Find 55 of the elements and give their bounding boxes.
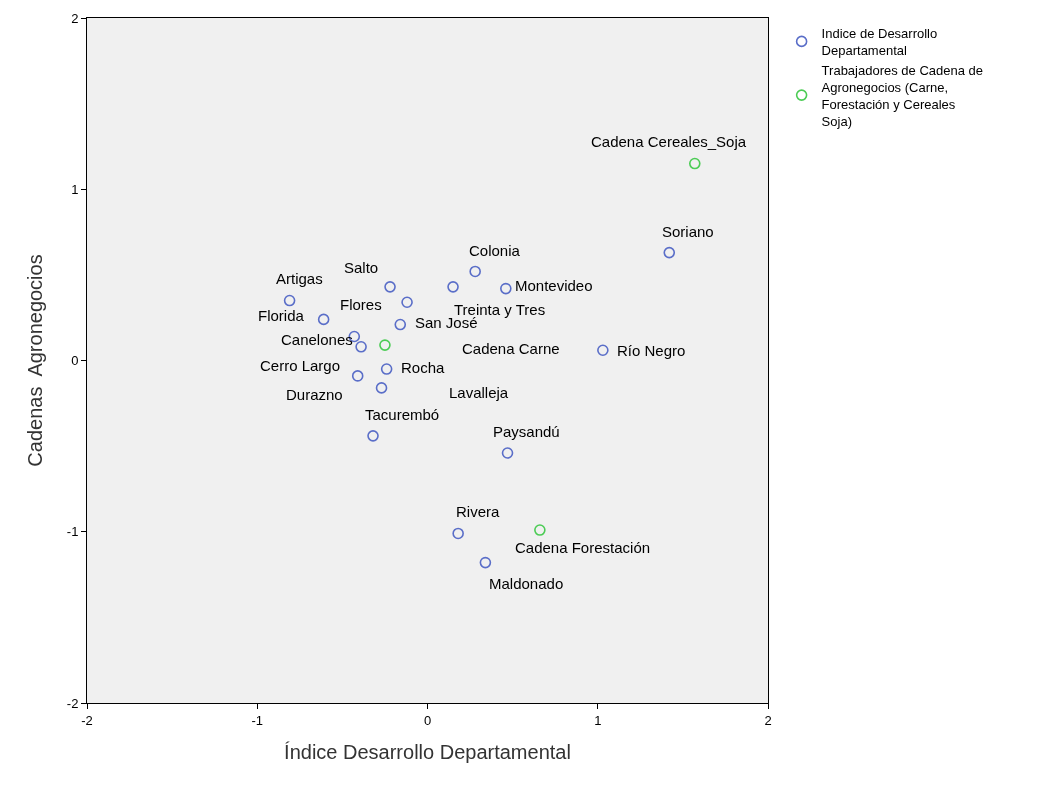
point bbox=[283, 294, 296, 307]
annotation: Maldonado bbox=[489, 575, 564, 592]
point bbox=[384, 281, 396, 293]
point bbox=[379, 339, 391, 351]
x-tick-label: 0 bbox=[423, 712, 432, 728]
y-tick-label: 2 bbox=[71, 10, 79, 26]
annotation: Tacurembó bbox=[365, 406, 440, 423]
annotation: Salto bbox=[344, 259, 379, 276]
point bbox=[317, 313, 330, 326]
annotation: Soriano bbox=[662, 223, 714, 240]
annotation: Lavalleja bbox=[449, 384, 509, 401]
point bbox=[688, 157, 701, 170]
annotation: Colonia bbox=[469, 242, 521, 259]
point bbox=[500, 282, 512, 295]
point bbox=[375, 382, 388, 394]
point bbox=[351, 370, 364, 382]
y-tick-label: 0 bbox=[71, 353, 79, 369]
x-tick-label: -2 bbox=[81, 712, 93, 728]
x-tick-label: -1 bbox=[251, 712, 264, 728]
x-tick-label: 1 bbox=[594, 712, 602, 728]
annotation: Cadena Forestación bbox=[515, 539, 651, 556]
point bbox=[479, 556, 492, 569]
annotation: Canelones bbox=[281, 331, 353, 348]
x-tick-label: 2 bbox=[764, 712, 772, 728]
annotation: Durazno bbox=[286, 386, 343, 403]
annotation: Montevideo bbox=[515, 277, 593, 294]
annotation: Cadena Carne bbox=[462, 340, 560, 357]
point bbox=[469, 265, 481, 278]
point bbox=[534, 524, 546, 536]
point bbox=[367, 430, 379, 442]
legend-label: Indice de Desarrollo Departamental bbox=[821, 26, 938, 58]
point bbox=[663, 246, 676, 259]
annotation: Cadena Cereales_Soja bbox=[591, 133, 747, 150]
point bbox=[380, 363, 393, 375]
point bbox=[447, 281, 459, 293]
annotation: Rocha bbox=[401, 359, 446, 376]
annotation: Rivera bbox=[456, 503, 500, 520]
point bbox=[394, 318, 407, 331]
point bbox=[501, 447, 514, 459]
x-axis-title: Índice Desarrollo Departamental bbox=[284, 741, 571, 764]
y-tick-label: -2 bbox=[66, 695, 79, 711]
y-tick-label: 1 bbox=[71, 181, 79, 197]
point bbox=[401, 296, 413, 309]
annotation: Cerro Largo bbox=[260, 357, 341, 374]
y-axis-title: Cadenas Agronegocios bbox=[24, 254, 47, 467]
point bbox=[597, 344, 609, 357]
y-tick-label: -1 bbox=[66, 524, 79, 540]
legend-label: Trabajadores de Cadena de Agronegocios (Carne, Forestación y Cereales Soja) bbox=[821, 62, 984, 129]
annotation: Artigas bbox=[276, 270, 323, 287]
annotation: Flores bbox=[340, 296, 382, 313]
annotation: Paysandú bbox=[493, 423, 560, 440]
point bbox=[452, 527, 464, 540]
annotation: Florida bbox=[258, 307, 305, 324]
point bbox=[355, 341, 367, 353]
annotation: Río Negro bbox=[617, 342, 686, 359]
